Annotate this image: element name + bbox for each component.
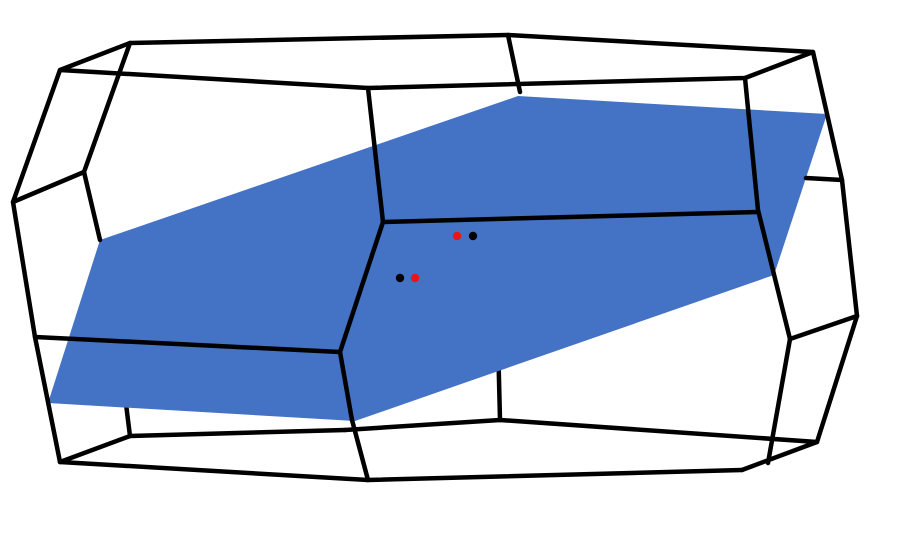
bottom-edge <box>342 417 820 445</box>
point-black <box>395 273 405 283</box>
left-edge <box>10 169 87 205</box>
points <box>395 231 478 283</box>
back-edge <box>127 427 348 439</box>
right-edge <box>765 336 793 466</box>
bottom-edge <box>57 433 133 465</box>
point-red <box>452 231 462 241</box>
right-edge <box>803 175 845 183</box>
left-edge <box>10 67 63 465</box>
cutting-plane <box>48 96 827 421</box>
right-edge <box>742 75 860 342</box>
center-edge <box>337 349 355 423</box>
point-black <box>468 231 478 241</box>
front-edges <box>10 32 860 483</box>
top-edge <box>505 32 523 95</box>
point-red <box>410 273 420 283</box>
